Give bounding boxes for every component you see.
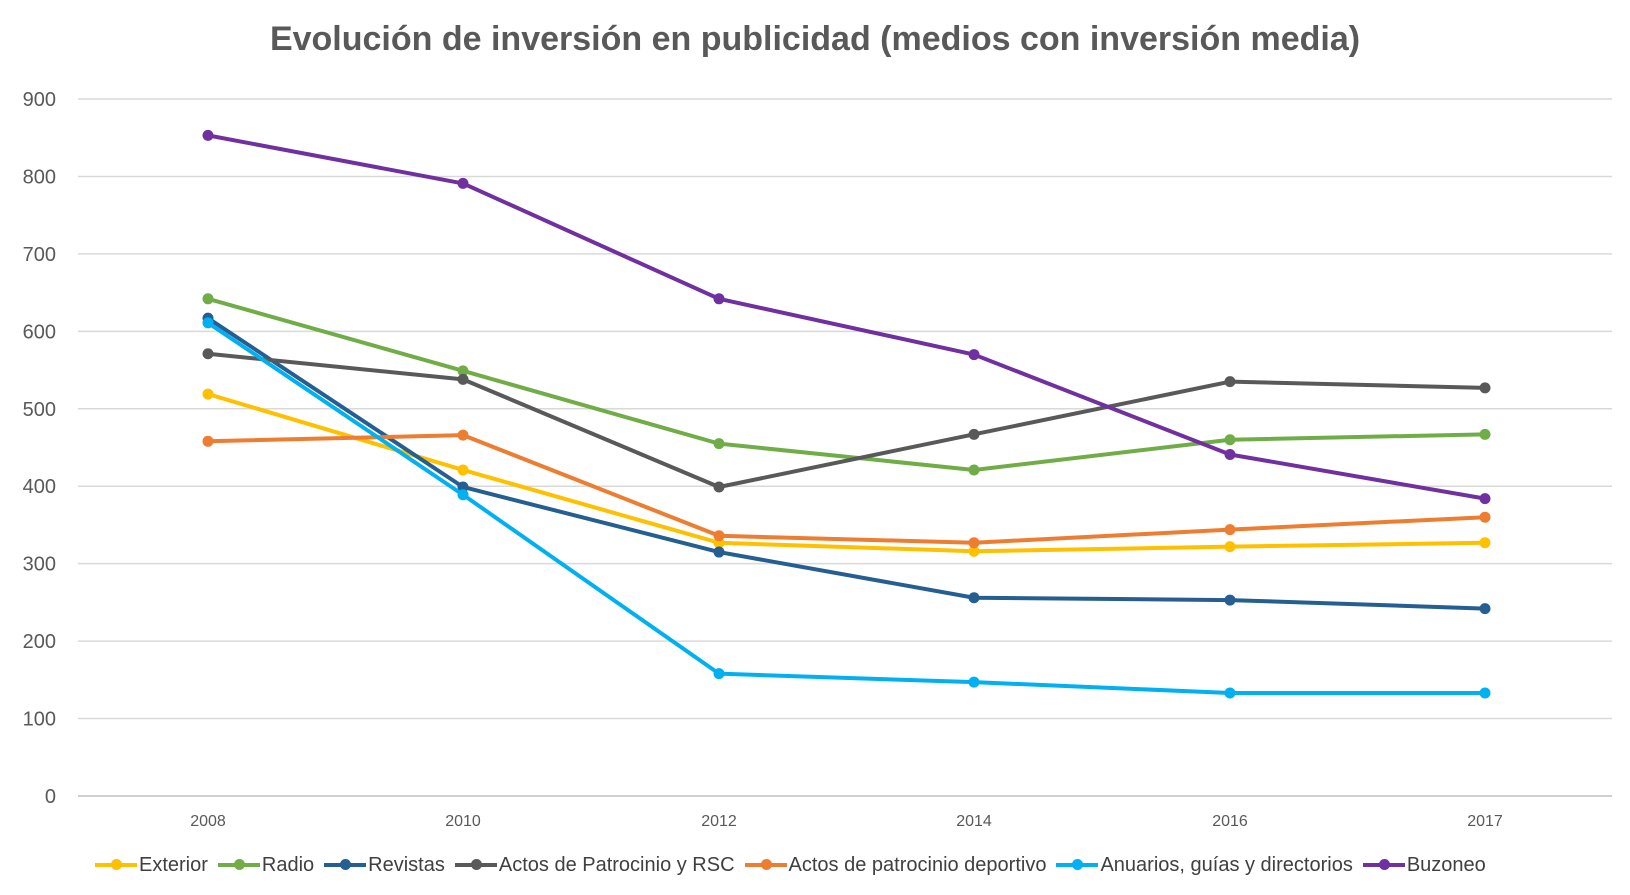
data-point-anuarios-guias-y-directorios [1479,687,1491,699]
legend-marker [1378,859,1390,870]
legend-label: Actos de Patrocinio y RSC [498,853,735,876]
data-point-actos-de-patrocinio-y-rsc [713,481,725,493]
y-tick-label: 0 [45,786,56,808]
data-point-revistas [1479,603,1491,615]
legend-item: Buzoneo [1362,853,1486,877]
data-point-buzoneo [457,177,469,189]
data-point-actos-de-patrocinio-y-rsc [202,348,214,360]
data-point-radio [713,438,725,450]
data-point-exterior [1479,537,1491,549]
data-point-revistas [457,481,469,493]
legend-item: Revistas [324,854,445,877]
data-point-anuarios-guias-y-directorios [457,489,469,501]
legend-label: Buzoneo [1406,853,1486,876]
data-point-radio [202,293,214,305]
data-point-radio [968,464,980,476]
legend-swatch [454,859,497,870]
data-point-exterior [457,464,469,476]
data-point-buzoneo [1224,448,1236,460]
x-tick-label: 2010 [445,813,481,830]
legend-label: Actos de patrocinio deportivo [788,853,1047,876]
data-point-actos-de-patrocinio-deportivo [202,435,214,447]
data-point-radio [457,365,469,377]
data-point-anuarios-guias-y-directorios [968,676,980,688]
data-point-actos-de-patrocinio-y-rsc [1479,382,1491,394]
legend-item: Anuarios, guías y directorios [1056,853,1353,877]
data-point-actos-de-patrocinio-deportivo [1224,524,1236,536]
x-tick-label: 2016 [1212,813,1248,830]
legend-swatch [1362,859,1405,870]
series-line-buzoneo [206,133,1487,501]
x-tick-label: 2012 [701,813,737,830]
legend-item: Actos de patrocinio deportivo [744,853,1047,877]
x-tick-label: 2008 [190,813,226,830]
y-tick-label: 100 [23,709,56,731]
legend-label: Revistas [368,853,445,876]
data-point-buzoneo [202,129,214,141]
data-point-revistas [968,592,980,604]
chart-legend: Exterior Radio Revistas Actos de Patrocinio… [95,850,1486,880]
y-tick-label: 600 [23,321,56,343]
x-tick-label: 2017 [1467,813,1503,830]
series-line-actos-de-patrocinio-y-rsc [206,351,1487,489]
legend-marker [111,859,122,870]
legend-marker [340,859,352,870]
legend-label: Exterior [139,853,208,876]
data-point-buzoneo [968,349,980,361]
data-point-actos-de-patrocinio-y-rsc [457,373,469,385]
data-point-revistas [713,546,725,558]
legend-marker [233,859,245,870]
y-tick-label: 900 [23,89,56,111]
series-line-actos-de-patrocinio-deportivo [206,433,1487,545]
data-point-buzoneo [713,293,725,305]
data-point-exterior [202,388,214,400]
series-line-radio [206,296,1487,472]
data-point-exterior [968,545,980,557]
legend-swatch [95,859,137,870]
legend-swatch [324,859,367,870]
data-point-revistas [1224,594,1236,606]
data-point-radio [1479,428,1491,440]
data-point-anuarios-guias-y-directorios [713,668,725,680]
data-point-anuarios-guias-y-directorios [202,317,214,329]
legend-marker [1072,859,1084,870]
legend-label: Anuarios, guías y directorios [1100,853,1353,876]
data-point-actos-de-patrocinio-y-rsc [1224,376,1236,388]
legend-item: Exterior [95,854,208,877]
legend-marker [760,859,772,870]
data-point-radio [1224,434,1236,446]
data-point-actos-de-patrocinio-deportivo [1479,511,1491,523]
data-point-actos-de-patrocinio-deportivo [713,530,725,542]
y-tick-label: 200 [23,631,56,653]
data-point-anuarios-guias-y-directorios [1224,687,1236,699]
series-line-revistas [206,316,1487,611]
y-tick-label: 800 [23,166,56,188]
y-tick-label: 300 [23,554,56,576]
legend-swatch [217,859,260,870]
series-line-anuarios-guias-y-directorios [206,320,1487,695]
legend-label: Radio [261,853,315,876]
legend-marker [470,859,482,870]
data-point-exterior [1224,541,1236,553]
legend-item: Actos de Patrocinio y RSC [454,853,735,877]
legend-item: Radio [217,853,315,877]
data-point-buzoneo [1479,493,1491,505]
data-point-actos-de-patrocinio-deportivo [457,429,469,441]
chart-title: Evolución de inversión en publicidad (me… [269,20,1361,58]
y-tick-label: 400 [23,476,56,498]
x-tick-label: 2014 [956,813,992,830]
legend-swatch [744,859,787,870]
y-tick-label: 700 [23,244,56,266]
legend-swatch [1056,859,1099,870]
data-point-actos-de-patrocinio-y-rsc [968,428,980,440]
y-tick-label: 500 [23,399,56,421]
data-point-actos-de-patrocinio-deportivo [968,537,980,549]
